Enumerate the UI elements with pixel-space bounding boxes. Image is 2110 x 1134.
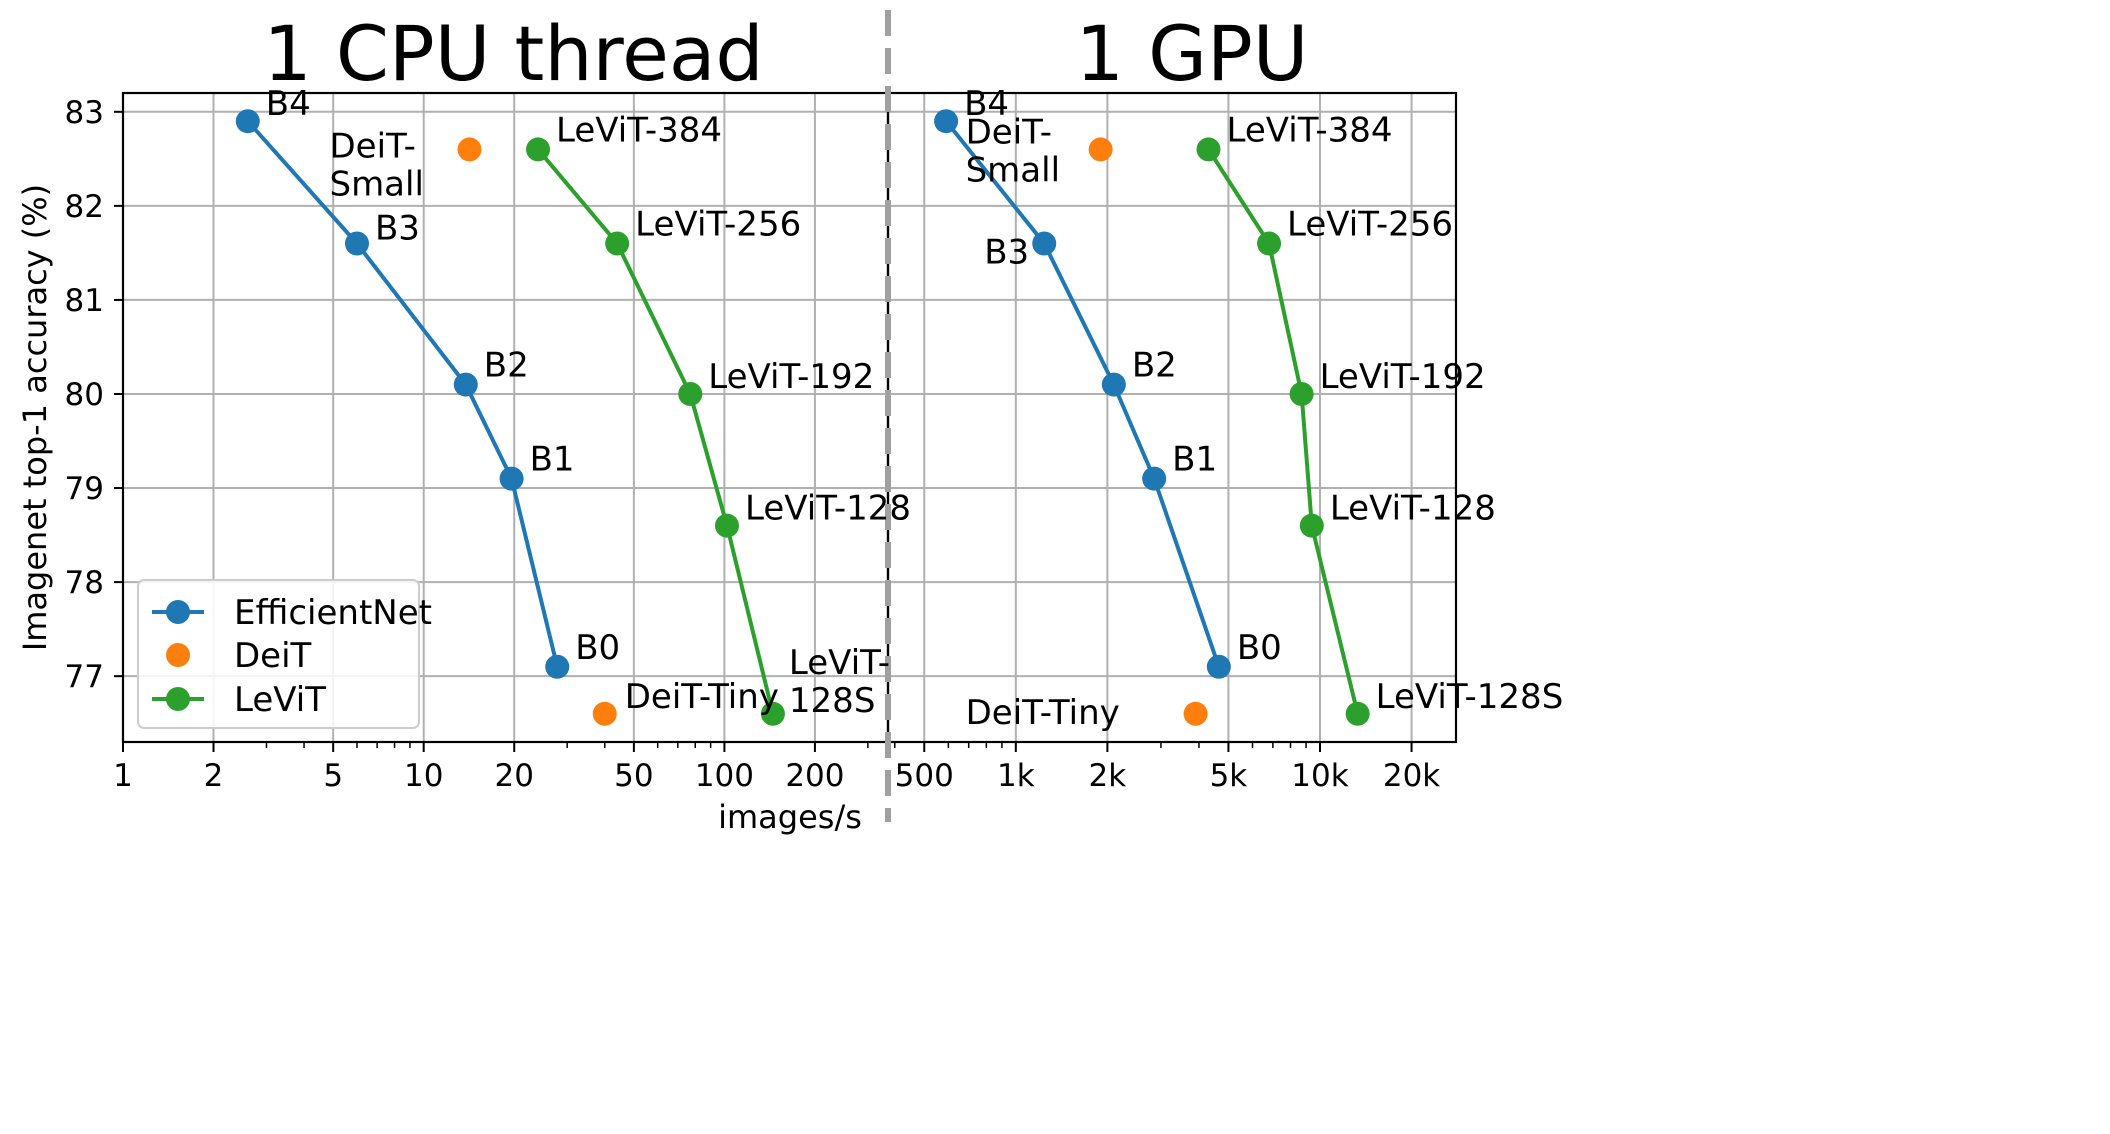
cpu-x-tick-label-1: 1	[113, 758, 133, 794]
cpu-deit-point	[592, 701, 617, 726]
y-axis-label: Imagenet top-1 accuracy (%)	[16, 184, 54, 651]
gpu-deit-point	[1088, 137, 1113, 162]
gpu-efficientnet-point	[1142, 466, 1167, 491]
y-tick-label-79: 79	[65, 471, 104, 507]
y-tick-label-82: 82	[65, 189, 104, 225]
gpu-point-label: DeiT-Small	[966, 112, 1060, 190]
cpu-point-label: DeiT-Tiny	[625, 677, 779, 717]
legend-label-efficientnet: EfficientNet	[234, 593, 432, 633]
gpu-point-label: B0	[1237, 628, 1282, 668]
y-tick-label-83: 83	[65, 95, 104, 131]
legend-marker-levit	[166, 687, 190, 711]
gpu-x-tick-label-1000: 1k	[997, 758, 1035, 794]
cpu-point-label: DeiT-Small	[329, 126, 423, 204]
cpu-point-label: LeViT-256	[635, 204, 801, 244]
gpu-efficientnet-point	[1101, 372, 1126, 397]
gpu-levit-point	[1196, 137, 1221, 162]
cpu-panel-title: 1 CPU thread	[263, 9, 763, 98]
cpu-x-tick-label-50: 50	[614, 758, 653, 794]
cpu-levit-point	[526, 137, 551, 162]
cpu-point-label: B2	[484, 346, 529, 386]
cpu-x-tick-label-20: 20	[494, 758, 533, 794]
y-tick-label-78: 78	[65, 565, 104, 601]
y-tick-label-80: 80	[65, 377, 104, 413]
x-axis-label: images/s	[718, 798, 862, 836]
cpu-point-label: B3	[375, 208, 420, 248]
y-tick-label-77: 77	[65, 659, 104, 695]
gpu-efficientnet-point	[1206, 654, 1231, 679]
gpu-point-label: LeViT-256	[1287, 204, 1453, 244]
cpu-x-tick-label-10: 10	[404, 758, 443, 794]
cpu-point-label: B0	[575, 628, 620, 668]
y-tick-label-81: 81	[65, 283, 104, 319]
gpu-levit-point	[1345, 701, 1370, 726]
gpu-point-label: B4	[964, 84, 1009, 124]
gpu-point-label: LeViT-384	[1226, 110, 1392, 150]
gpu-x-tick-label-500: 500	[895, 758, 954, 794]
cpu-efficientnet-point	[545, 654, 570, 679]
cpu-x-tick-label-5: 5	[323, 758, 343, 794]
gpu-plot-frame	[886, 91, 1458, 744]
gpu-x-tick-label-2000: 2k	[1089, 758, 1127, 794]
gpu-point-label: B2	[1132, 346, 1177, 386]
gpu-point-label: B3	[984, 232, 1029, 272]
gpu-levit-point	[1289, 381, 1314, 406]
gpu-x-tick-label-10000: 10k	[1291, 758, 1348, 794]
gpu-point-label: LeViT-128	[1330, 489, 1496, 529]
cpu-point-label: B1	[530, 440, 575, 480]
cpu-point-label: LeViT-192	[708, 357, 874, 397]
legend-marker-efficientnet	[166, 600, 190, 624]
legend-marker-deit	[166, 643, 190, 667]
cpu-efficientnet-point	[344, 231, 369, 256]
cpu-x-tick-label-2: 2	[204, 758, 224, 794]
gpu-efficientnet-point	[1032, 231, 1057, 256]
gpu-point-label: LeViT-128S	[1376, 677, 1564, 717]
cpu-point-label: LeViT-384	[556, 110, 722, 150]
cpu-x-tick-label-100: 100	[695, 758, 754, 794]
legend-box	[137, 579, 420, 729]
cpu-levit-point	[760, 701, 785, 726]
cpu-efficientnet-point	[499, 466, 524, 491]
cpu-efficientnet-point	[235, 109, 260, 134]
gpu-point-label: B1	[1172, 440, 1217, 480]
gpu-levit-point	[1257, 231, 1282, 256]
cpu-point-label: B4	[266, 84, 311, 124]
cpu-point-label: LeViT-128	[745, 489, 911, 529]
cpu-efficientnet-point	[453, 372, 478, 397]
gpu-deit-point	[1183, 701, 1208, 726]
legend-label-deit: DeiT	[234, 636, 312, 676]
gpu-point-label: DeiT-Tiny	[966, 693, 1120, 733]
cpu-levit-point	[714, 513, 739, 538]
gpu-x-tick-label-20000: 20k	[1383, 758, 1440, 794]
gpu-efficientnet-point	[934, 109, 959, 134]
gpu-point-label: LeViT-192	[1320, 357, 1486, 397]
cpu-point-label: LeViT-128S	[789, 643, 890, 721]
cpu-x-tick-label-200: 200	[785, 758, 844, 794]
legend-label-levit: LeViT	[234, 680, 326, 720]
cpu-deit-point	[457, 137, 482, 162]
cpu-levit-point	[605, 231, 630, 256]
gpu-panel-title: 1 GPU	[1076, 9, 1309, 98]
gpu-x-tick-label-5000: 5k	[1210, 758, 1248, 794]
gpu-levit-point	[1299, 513, 1324, 538]
cpu-levit-point	[678, 381, 703, 406]
